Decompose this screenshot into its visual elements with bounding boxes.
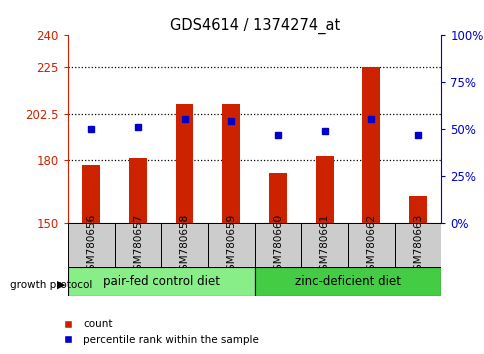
- Text: GSM780660: GSM780660: [272, 213, 282, 277]
- Bar: [208, 223, 254, 267]
- Bar: [315, 156, 333, 223]
- Bar: [222, 104, 240, 223]
- Bar: [362, 67, 379, 223]
- Text: GSM780657: GSM780657: [133, 213, 143, 277]
- Title: GDS4614 / 1374274_at: GDS4614 / 1374274_at: [169, 18, 339, 34]
- Text: GSM780662: GSM780662: [365, 213, 376, 277]
- Bar: [301, 223, 347, 267]
- Bar: [161, 223, 208, 267]
- Bar: [269, 173, 286, 223]
- Bar: [129, 158, 147, 223]
- Bar: [347, 223, 394, 267]
- Bar: [394, 223, 440, 267]
- Bar: [68, 267, 254, 296]
- Bar: [114, 223, 161, 267]
- Bar: [254, 223, 301, 267]
- Bar: [254, 267, 440, 296]
- Text: GSM780658: GSM780658: [179, 213, 189, 277]
- Text: GSM780656: GSM780656: [86, 213, 96, 277]
- Text: growth protocol: growth protocol: [10, 280, 92, 290]
- Text: GSM780661: GSM780661: [319, 213, 329, 277]
- Text: zinc-deficient diet: zinc-deficient diet: [294, 275, 400, 288]
- Legend: count, percentile rank within the sample: count, percentile rank within the sample: [54, 315, 262, 349]
- Text: pair-fed control diet: pair-fed control diet: [103, 275, 219, 288]
- Bar: [68, 223, 114, 267]
- Bar: [82, 165, 100, 223]
- Text: ▶: ▶: [57, 280, 66, 290]
- Text: GSM780663: GSM780663: [412, 213, 422, 277]
- Bar: [175, 104, 193, 223]
- Bar: [408, 196, 426, 223]
- Text: GSM780659: GSM780659: [226, 213, 236, 277]
